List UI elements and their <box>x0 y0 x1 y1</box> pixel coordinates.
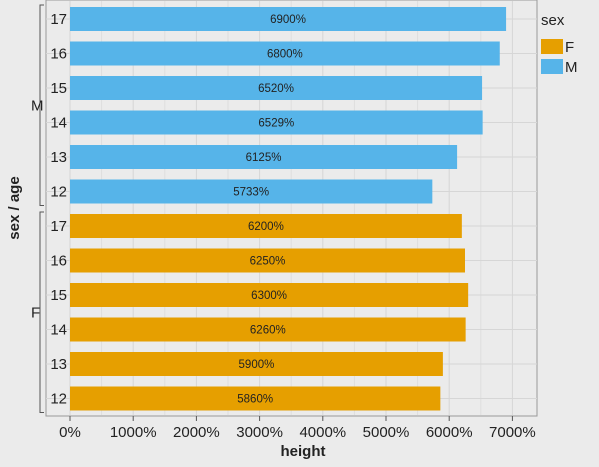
bar <box>70 248 465 273</box>
y-tick-label-age: 15 <box>50 287 67 304</box>
y-tick-labels: 17 16 15 14 13 12 M 17 16 15 14 13 12 F <box>31 4 67 413</box>
legend-entry-label: F <box>565 39 574 56</box>
y-tick-label-age: 14 <box>50 322 67 339</box>
y-group-label: F <box>31 304 40 321</box>
y-tick-label-age: 15 <box>50 80 67 97</box>
y-group-label: M <box>31 97 44 114</box>
y-tick-label-age: 17 <box>50 11 67 28</box>
legend-swatch <box>541 39 563 54</box>
y-tick-label-age: 14 <box>50 115 67 132</box>
bar-value-label: 6520% <box>258 83 294 95</box>
x-tick-label: 6000% <box>426 424 473 441</box>
bar-value-label: 6300% <box>251 290 287 302</box>
bar <box>70 386 441 411</box>
x-tick-label: 4000% <box>299 424 346 441</box>
bars-layer: 6900% 6800% 6520% 6529% 6125% 5733% 6200% 6250%… <box>70 7 507 411</box>
x-axis: 0% 1000% 2000% 3000% 4000% 5000% 6000% 7000% <box>59 416 536 441</box>
bar-value-label: 5733% <box>233 187 269 199</box>
bar-value-label: 5860% <box>237 394 273 406</box>
bar <box>70 76 483 100</box>
bar <box>70 41 500 66</box>
bar-value-label: 6200% <box>248 221 284 233</box>
y-tick-label-age: 17 <box>50 218 67 235</box>
bar <box>70 7 507 31</box>
bar-value-label: 6900% <box>270 14 306 26</box>
y-tick-label-age: 13 <box>50 149 67 166</box>
x-axis-title: height <box>281 443 326 460</box>
bar-value-label: 6125% <box>246 152 282 164</box>
legend-swatch <box>541 59 563 74</box>
x-tick-label: 0% <box>59 424 81 441</box>
bar-value-label: 5900% <box>239 359 275 371</box>
x-tick-label: 3000% <box>236 424 283 441</box>
x-tick-label: 2000% <box>173 424 220 441</box>
y-tick-label-age: 16 <box>50 46 67 63</box>
y-tick-label-age: 12 <box>50 391 67 408</box>
bar <box>70 145 458 169</box>
legend-title: sex <box>541 12 565 29</box>
bar-value-label: 6529% <box>258 118 294 130</box>
bar <box>70 214 462 238</box>
y-tick-label-age: 12 <box>50 184 67 201</box>
legend-entry-label: M <box>565 59 578 76</box>
group-bracket <box>39 211 44 413</box>
bar <box>70 179 433 204</box>
bar <box>70 352 443 376</box>
y-tick-label-age: 13 <box>50 356 67 373</box>
bar <box>70 317 466 342</box>
bar-value-label: 6800% <box>267 49 303 61</box>
group-bracket <box>39 4 44 206</box>
x-tick-label: 7000% <box>489 424 536 441</box>
bar <box>70 110 483 135</box>
bar <box>70 283 469 307</box>
bar-value-label: 6260% <box>250 325 286 337</box>
x-tick-label: 5000% <box>363 424 410 441</box>
x-tick-label: 1000% <box>110 424 157 441</box>
y-axis-title: sex / age <box>6 176 23 239</box>
y-tick-label-age: 16 <box>50 253 67 270</box>
bar-value-label: 6250% <box>250 256 286 268</box>
